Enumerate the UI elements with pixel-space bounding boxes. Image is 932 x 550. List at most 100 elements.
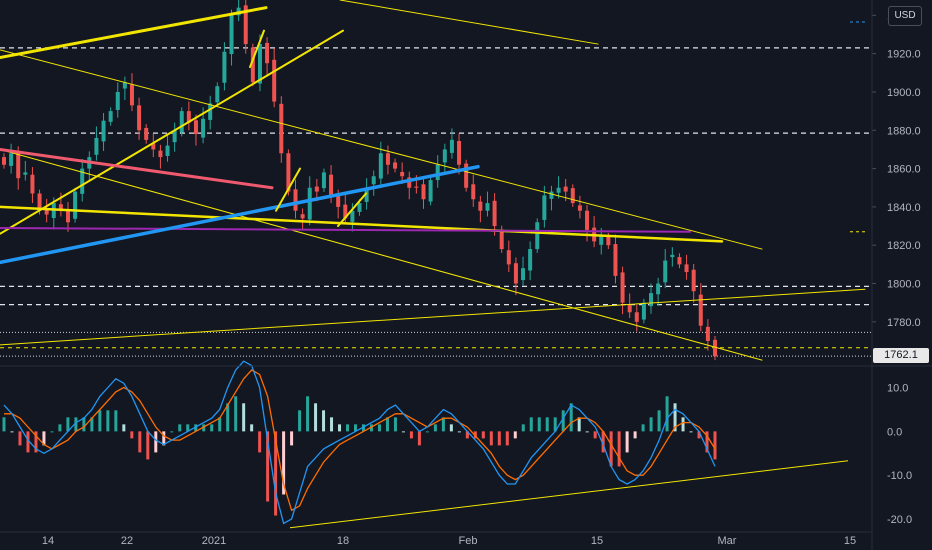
candle-body (30, 174, 35, 194)
candle-body (80, 168, 85, 194)
candle-body (16, 152, 21, 179)
histogram-bar (361, 424, 365, 432)
histogram-bar (577, 417, 581, 432)
histogram-bar (50, 431, 54, 433)
candle-body (193, 120, 198, 135)
histogram-bar (369, 424, 373, 432)
histogram-bar (425, 431, 429, 433)
histogram-bar (282, 431, 286, 495)
histogram-bar (66, 417, 70, 432)
candle-body (23, 172, 28, 175)
histogram-bar (10, 431, 14, 433)
drawn-trendlines (0, 0, 866, 361)
histogram-bar (409, 431, 413, 439)
histogram-bar (354, 424, 358, 432)
candle-body (421, 184, 426, 200)
candle-body (585, 210, 590, 230)
histogram-bar (58, 424, 62, 432)
histogram-bar (705, 431, 709, 453)
price-axis[interactable]: 1940.01920.01900.01880.01860.01840.01820… (850, 10, 921, 329)
histogram-bar (194, 424, 198, 432)
histogram-bar (26, 431, 30, 453)
candle-body (649, 293, 654, 307)
histogram-bar (585, 431, 589, 433)
candle-body (371, 176, 376, 185)
candle-body (37, 193, 42, 211)
yellow-upper-descending-line (339, 0, 599, 45)
candle-body (201, 118, 206, 138)
histogram-bar (593, 431, 597, 439)
candle-body (314, 186, 319, 192)
candle-body (492, 200, 497, 227)
histogram-bar (697, 431, 701, 439)
histogram-bar (34, 431, 38, 453)
candle-body (535, 222, 540, 250)
histogram-bar (417, 431, 421, 446)
candle-body (122, 82, 127, 89)
candle-body (208, 103, 213, 120)
candle-body (570, 188, 575, 204)
time-tick-label: 15 (591, 535, 603, 547)
price-tick-label: 1820.0 (887, 240, 921, 252)
yellow-flag-2 (337, 192, 367, 228)
signal-line (4, 369, 716, 512)
candle-body (2, 157, 6, 165)
candle-body (279, 103, 284, 154)
histogram-bar (18, 431, 22, 446)
price-tick-label: 1900.0 (887, 87, 921, 99)
candle-body (9, 153, 14, 166)
candle-body (129, 84, 134, 106)
histogram-bar (569, 403, 573, 432)
candle-body (350, 210, 355, 222)
candle-body (428, 180, 433, 202)
histogram-bar (537, 417, 541, 432)
histogram-bar (489, 431, 493, 446)
histogram-bar (633, 431, 637, 439)
macd-axis[interactable]: 10.0 0.0 -10.0 -20.0 (887, 383, 912, 527)
candle-body (577, 205, 582, 211)
yellow-rising-support-line (0, 288, 866, 346)
candle-body (222, 51, 227, 83)
histogram-bar (713, 431, 717, 460)
histogram-bar (401, 431, 405, 433)
histogram-bar (505, 431, 509, 446)
candle-body (528, 249, 533, 271)
macd-tick-label: -20.0 (887, 514, 912, 526)
candle-body (449, 139, 454, 153)
yellow-flat-resistance-line (0, 205, 724, 243)
candle-body (94, 137, 99, 155)
candle-body (407, 177, 412, 188)
candle-body (464, 163, 469, 188)
candle-body (65, 209, 70, 223)
histogram-bar (186, 424, 190, 432)
candle-body (656, 283, 661, 295)
time-axis[interactable]: 14 22 2021 18 Feb 15 Mar 15 (42, 535, 856, 547)
candle-body (393, 162, 398, 169)
time-tick-label: 18 (337, 535, 349, 547)
candle-body (634, 312, 639, 322)
yellow-flag-3 (249, 29, 265, 69)
currency-badge[interactable]: USD (888, 6, 922, 26)
price-tick-label: 1840.0 (887, 202, 921, 214)
time-tick-label: 2021 (202, 535, 226, 547)
histogram-bar (250, 424, 254, 432)
candle-body (265, 42, 270, 64)
histogram-bar (377, 424, 381, 432)
yellow-descending-channel-top (0, 49, 763, 250)
macd-tick-label: 10.0 (887, 383, 908, 395)
candle-body (115, 91, 120, 110)
histogram-bar (513, 431, 517, 439)
histogram-bar (561, 410, 565, 432)
macd-tick-label: -10.0 (887, 470, 912, 482)
histogram-bar (689, 431, 693, 433)
candle-body (705, 326, 710, 342)
histogram-bar (210, 424, 214, 432)
macd-support-trendline (289, 460, 849, 529)
red-trendline (0, 147, 274, 190)
histogram-bar (521, 424, 525, 432)
candle-body (272, 59, 277, 102)
histogram-bar (298, 410, 302, 432)
histogram-bar (98, 410, 102, 432)
price-tick-label: 1880.0 (887, 125, 921, 137)
